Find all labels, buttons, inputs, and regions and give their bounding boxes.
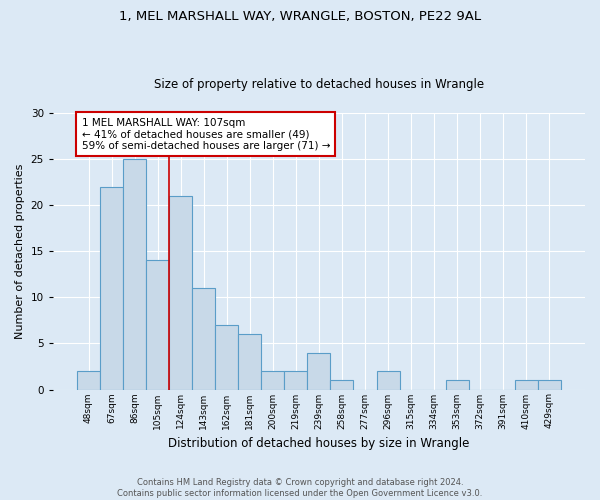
Bar [284,371,307,390]
Text: Contains HM Land Registry data © Crown copyright and database right 2024.
Contai: Contains HM Land Registry data © Crown c… [118,478,482,498]
Bar [77,371,100,390]
Y-axis label: Number of detached properties: Number of detached properties [15,164,25,339]
Bar [192,288,215,390]
Bar [538,380,561,390]
Bar [515,380,538,390]
Bar [446,380,469,390]
Title: Size of property relative to detached houses in Wrangle: Size of property relative to detached ho… [154,78,484,91]
Bar [377,371,400,390]
Bar [262,371,284,390]
Text: 1, MEL MARSHALL WAY, WRANGLE, BOSTON, PE22 9AL: 1, MEL MARSHALL WAY, WRANGLE, BOSTON, PE… [119,10,481,23]
Bar [307,352,331,390]
Bar [146,260,169,390]
Bar [169,196,192,390]
Bar [215,325,238,390]
Bar [123,159,146,390]
Bar [238,334,262,390]
Bar [100,186,123,390]
Text: 1 MEL MARSHALL WAY: 107sqm
← 41% of detached houses are smaller (49)
59% of semi: 1 MEL MARSHALL WAY: 107sqm ← 41% of deta… [82,118,330,151]
X-axis label: Distribution of detached houses by size in Wrangle: Distribution of detached houses by size … [168,437,470,450]
Bar [331,380,353,390]
